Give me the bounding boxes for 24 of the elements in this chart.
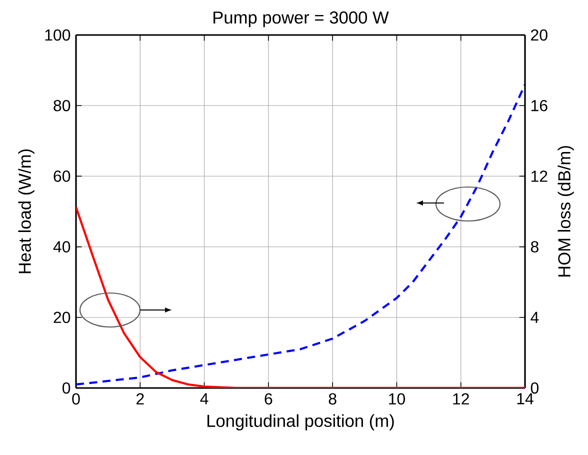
y2-tick-label: 20 [531,29,548,41]
y-tick-label: 60 [54,170,70,182]
x-tick-label: 2 [136,393,144,404]
x-tick-label: 4 [200,393,208,404]
y2-tick-label: 16 [531,100,548,112]
y-tick-label: 80 [54,100,70,112]
x-tick-label: 12 [453,393,469,404]
y2-tick-label: 8 [530,241,538,252]
x-tick-label: 10 [389,393,405,405]
y2-tick-label: 0 [530,382,539,394]
x-tick-label: 8 [328,393,336,405]
y-tick-label: 0 [62,382,70,394]
y-tick-label: 40 [53,241,70,252]
y-tick-label: 20 [54,312,70,324]
x-tick-label: 6 [264,393,272,405]
y-tick-label: 100 [45,29,70,41]
y2-tick-label: 4 [530,312,539,323]
y2-axis-title: HOM loss (dB/m) [558,146,574,277]
x-tick-label: 0 [72,393,80,405]
y2-tick-label: 12 [531,170,548,182]
x-axis-title: Longitudinal position (m) [208,414,394,430]
y-axis-title: Heat load (W/m) [18,150,34,274]
x-tick-label: 14 [517,393,534,404]
chart-title: Pump power = 3000 W [214,11,389,28]
